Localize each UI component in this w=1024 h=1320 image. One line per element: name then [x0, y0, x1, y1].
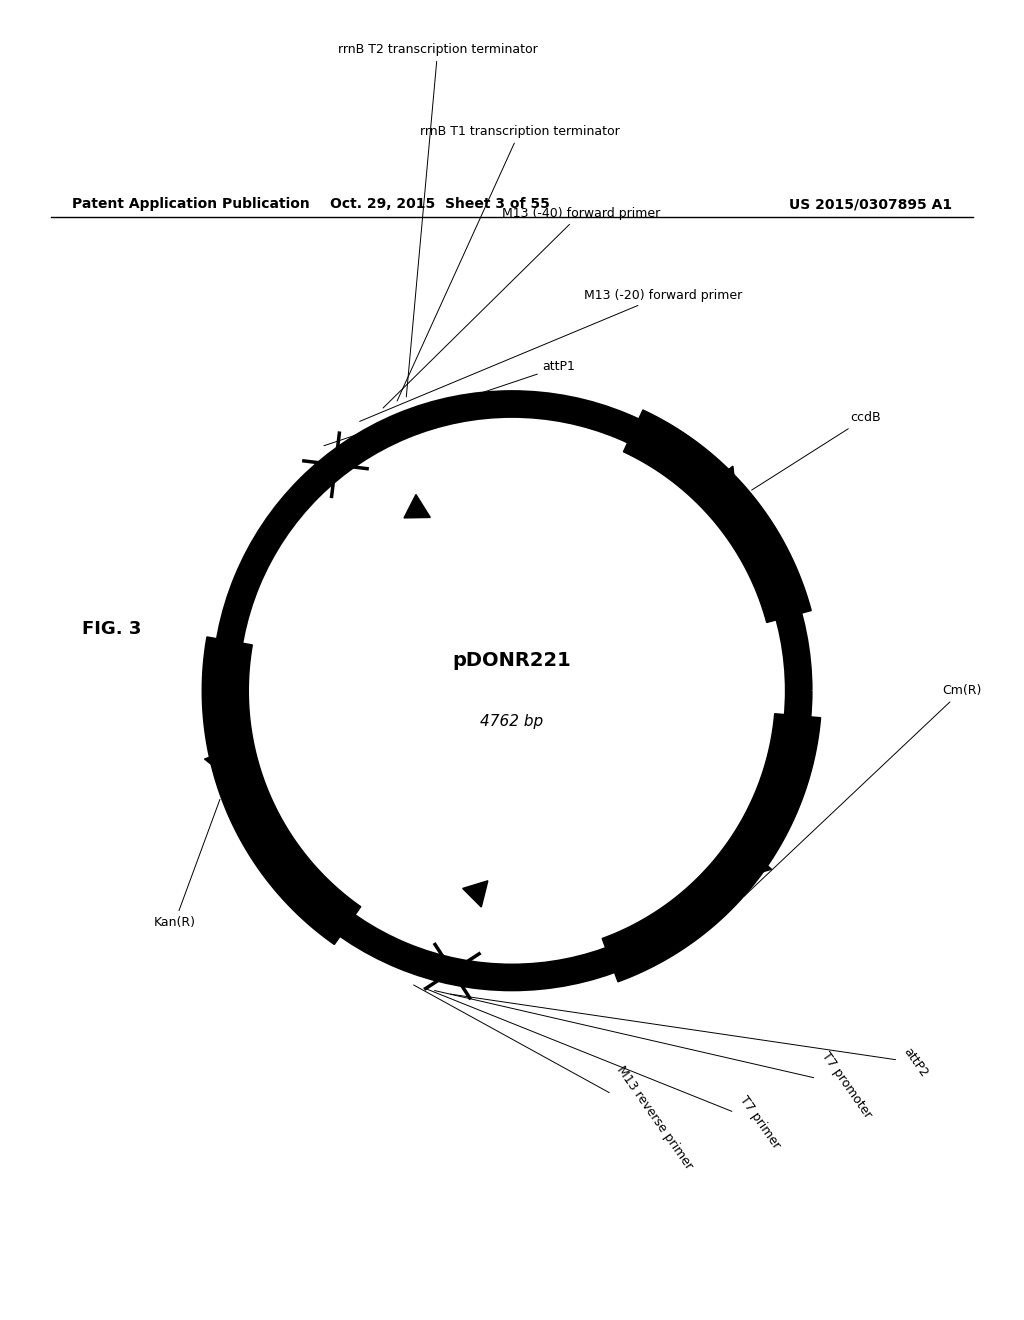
Text: pDONR221: pDONR221 — [453, 651, 571, 669]
Text: M13 reverse primer: M13 reverse primer — [414, 985, 695, 1172]
Polygon shape — [602, 714, 820, 982]
Polygon shape — [463, 880, 487, 907]
Text: rrnB T2 transcription terminator: rrnB T2 transcription terminator — [338, 42, 538, 397]
Text: ccdB: ccdB — [752, 412, 881, 490]
Polygon shape — [203, 638, 360, 945]
Text: attP2: attP2 — [451, 994, 931, 1080]
Text: FIG. 3: FIG. 3 — [82, 620, 141, 639]
Text: M13 (-20) forward primer: M13 (-20) forward primer — [359, 289, 742, 421]
Text: US 2015/0307895 A1: US 2015/0307895 A1 — [790, 197, 952, 211]
Text: Cm(R): Cm(R) — [744, 684, 981, 896]
Text: 4762 bp: 4762 bp — [480, 714, 544, 729]
Text: T7 primer: T7 primer — [424, 987, 783, 1151]
Text: attP1: attP1 — [324, 360, 575, 446]
Text: T7 promoter: T7 promoter — [434, 990, 874, 1121]
Text: Kan(R): Kan(R) — [154, 800, 220, 929]
Polygon shape — [624, 411, 811, 623]
Polygon shape — [725, 836, 771, 883]
Text: Patent Application Publication: Patent Application Publication — [72, 197, 309, 211]
Text: rrnB T1 transcription terminator: rrnB T1 transcription terminator — [397, 125, 620, 401]
Polygon shape — [404, 495, 430, 517]
Polygon shape — [692, 466, 738, 515]
Text: Oct. 29, 2015  Sheet 3 of 55: Oct. 29, 2015 Sheet 3 of 55 — [331, 197, 550, 211]
Text: M13 (-40) forward primer: M13 (-40) forward primer — [383, 207, 660, 408]
Polygon shape — [205, 742, 253, 789]
